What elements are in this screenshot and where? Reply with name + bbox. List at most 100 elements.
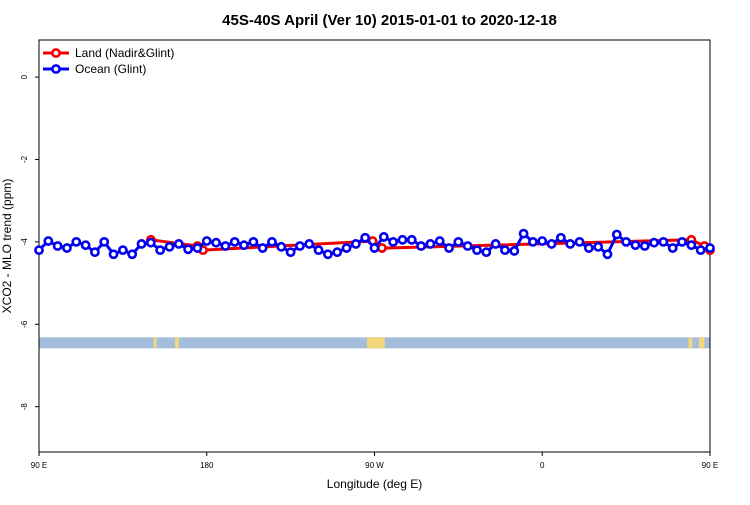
ocean-point	[313, 245, 324, 256]
y-axis-label: XCO2 - MLO trend (ppm)	[0, 179, 14, 314]
ocean-point	[528, 236, 538, 247]
ocean-point	[481, 247, 492, 258]
ocean-point	[350, 239, 361, 249]
legend: Land (Nadir&Glint) Ocean (Glint)	[43, 46, 174, 76]
ocean-point	[695, 245, 706, 256]
ocean-point	[304, 239, 315, 249]
ocean-point	[90, 247, 100, 258]
ocean-point	[332, 247, 343, 258]
ocean-point	[323, 249, 333, 260]
ocean-point	[360, 232, 371, 243]
ocean-point	[248, 236, 259, 247]
ocean-point	[416, 241, 426, 251]
ocean-point	[649, 237, 659, 248]
ocean-point	[667, 243, 678, 253]
ocean-point	[686, 240, 697, 251]
y-tick-label: -2	[20, 155, 29, 163]
y-tick-label: -8	[20, 403, 29, 411]
ocean-point	[593, 241, 604, 252]
legend-land-label: Land (Nadir&Glint)	[75, 46, 174, 60]
ocean-point	[621, 236, 632, 247]
ocean-point	[444, 243, 454, 253]
legend-ocean-label: Ocean (Glint)	[75, 62, 146, 76]
ocean-point	[295, 241, 305, 251]
ocean-point	[71, 236, 82, 247]
x-tick-label: 90 E	[31, 461, 47, 470]
ocean-point	[257, 243, 268, 253]
ocean-point	[472, 245, 482, 256]
ocean-point	[99, 236, 110, 247]
x-tick-label: 90 W	[365, 461, 384, 470]
ocean-point	[555, 232, 566, 243]
ocean-point	[630, 240, 641, 251]
ocean-point	[602, 249, 613, 260]
land-strip-segment	[153, 337, 157, 349]
legend-ocean-marker	[51, 64, 61, 74]
ocean-point	[490, 239, 501, 249]
ocean-point	[145, 237, 156, 248]
ocean-point	[62, 243, 72, 253]
ocean-point	[434, 236, 445, 246]
chart-title: 45S-40S April (Ver 10) 2015-01-01 to 202…	[222, 12, 557, 29]
ocean-point	[341, 243, 352, 253]
ocean-point	[388, 236, 399, 247]
ocean-point	[173, 239, 184, 249]
ocean-point	[52, 241, 63, 251]
legend-land-marker	[51, 48, 61, 58]
ocean-point	[705, 243, 715, 253]
ocean-point	[406, 234, 417, 245]
ocean-point	[611, 229, 622, 240]
ocean-point	[518, 228, 529, 239]
land-strip-segment	[698, 337, 705, 349]
ocean-point	[220, 241, 231, 251]
y-tick-label: 0	[20, 74, 29, 79]
ocean-point	[117, 245, 128, 256]
ocean-point	[155, 245, 166, 256]
ocean-point	[369, 243, 380, 253]
ocean-point	[285, 247, 296, 258]
ocean-point	[462, 241, 473, 251]
land-strip-segment	[367, 337, 385, 349]
y-tick-label: -6	[20, 320, 29, 328]
ocean-point	[183, 244, 194, 255]
ocean-point	[34, 245, 44, 256]
ocean-point	[136, 239, 147, 249]
ocean-point	[658, 236, 669, 247]
land-strip-segment	[175, 337, 179, 349]
ocean-point	[201, 236, 212, 246]
ocean-point	[192, 243, 203, 253]
ocean-point	[500, 245, 510, 256]
y-tick-label: -4	[20, 238, 29, 246]
ocean-point	[80, 240, 91, 251]
ocean-point	[164, 241, 175, 252]
land-strip-segment	[688, 337, 693, 349]
ocean-point	[229, 236, 240, 247]
land-point	[377, 243, 387, 253]
ocean-point	[509, 246, 520, 256]
ocean-point	[583, 243, 594, 253]
ocean-point	[127, 249, 138, 260]
ocean-point	[677, 236, 687, 247]
ocean-point	[239, 240, 249, 251]
ocean-point	[639, 241, 650, 251]
ocean-point	[574, 236, 585, 247]
ocean-point	[537, 236, 548, 246]
ocean-point	[43, 236, 54, 246]
ocean-point	[565, 239, 576, 249]
ocean-point	[546, 239, 557, 249]
ocean-series	[34, 228, 715, 260]
ocean-point	[425, 239, 436, 249]
x-tick-label: 180	[200, 461, 214, 470]
ocean-point	[453, 236, 464, 247]
ocean-point	[211, 237, 221, 248]
ocean-point	[108, 249, 119, 260]
ocean-point	[378, 232, 389, 242]
ocean-point	[397, 234, 408, 245]
ocean-point	[276, 241, 287, 252]
x-tick-label: 0	[540, 461, 545, 470]
x-axis-label: Longitude (deg E)	[327, 477, 422, 491]
ocean-point	[267, 236, 277, 247]
x-tick-label: 90 E	[702, 461, 718, 470]
